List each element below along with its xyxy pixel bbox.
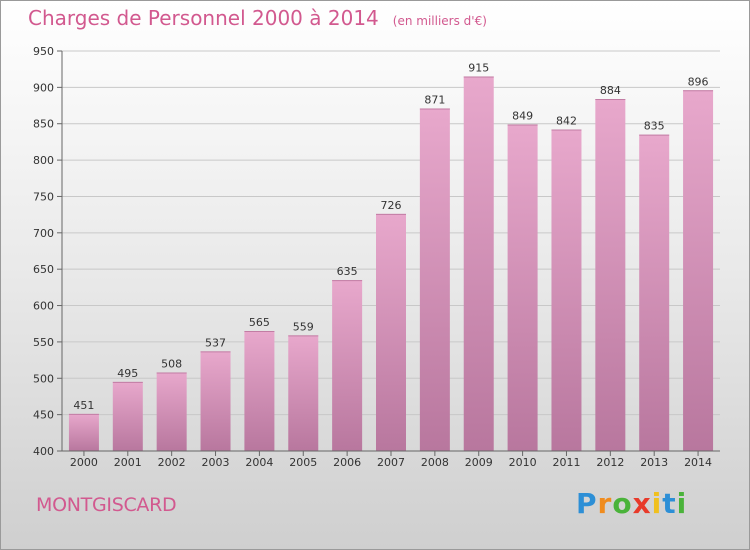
logo-letter: r [597,487,613,520]
bar-2002 [156,372,187,451]
y-tick-label: 600 [33,300,54,313]
data-label-2007: 726 [381,199,402,212]
bar-2014 [683,90,714,451]
y-tick-label: 950 [33,45,54,58]
x-tick-label-2003: 2003 [202,456,230,469]
x-tick-label-2009: 2009 [465,456,493,469]
bars [68,76,714,452]
y-tick-label: 850 [33,118,54,131]
y-tick-label: 650 [33,263,54,276]
x-tick-label-2005: 2005 [289,456,317,469]
data-label-2012: 884 [600,84,621,97]
x-tick-label-2014: 2014 [684,456,712,469]
y-tick-label: 800 [33,154,54,167]
data-label-2013: 835 [644,120,665,133]
y-tick-label: 900 [33,81,54,94]
y-tick-label: 750 [33,190,54,203]
bar-2006 [332,280,363,451]
axes: 400 450 500 550 600 650 700 750 800 850 900 950 2000… [33,45,720,469]
data-label-2001: 495 [117,367,138,380]
y-tick-label: 550 [33,336,54,349]
bar-2008 [419,108,450,452]
logo-letter: i [651,487,663,520]
bar-2001 [112,381,143,451]
x-tick-label-2008: 2008 [421,456,449,469]
data-label-2014: 896 [688,75,709,88]
chart-title: Charges de Personnel 2000 à 2014 (en mill… [28,6,487,30]
logo-letter: P [576,487,598,520]
y-tick-label: 700 [33,227,54,240]
bar-2009 [463,76,494,452]
x-tick-label-2006: 2006 [333,456,361,469]
proxiti-logo: Proxiti [576,487,687,520]
y-tick-label: 450 [33,409,54,422]
logo-letter: i [676,487,688,520]
x-tick-label-2007: 2007 [377,456,405,469]
data-label-2011: 842 [556,115,577,128]
data-label-2002: 508 [161,357,182,370]
bar-2012 [595,99,626,451]
logo-letter: o [612,487,633,520]
logo-letter: t [662,487,677,520]
bar-2011 [551,129,582,451]
x-tick-label-2004: 2004 [245,456,273,469]
x-tick-label-2001: 2001 [114,456,142,469]
x-tick-label-2010: 2010 [509,456,537,469]
bar-2004 [244,331,275,451]
data-label-2008: 871 [424,93,445,106]
x-tick-label-2002: 2002 [158,456,186,469]
x-tick-label-2013: 2013 [640,456,668,469]
labels: 451 495 508 537 565 559 635 726 871 915 849 842 884 8… [73,61,708,411]
data-label-2003: 537 [205,336,226,349]
y-tick-label: 400 [33,445,54,458]
data-label-2000: 451 [73,399,94,412]
bar-2010 [507,124,538,452]
bar-2000 [68,413,99,451]
bar-2003 [200,351,231,451]
bar-2007 [376,213,406,451]
data-label-2006: 635 [337,265,358,278]
data-label-2004: 565 [249,316,270,329]
data-label-2009: 915 [468,61,489,74]
x-tick-label-2011: 2011 [552,456,580,469]
x-tick-label-2012: 2012 [596,456,624,469]
logo-letter: x [632,487,652,520]
bar-2013 [639,134,670,452]
bar-2005 [288,335,319,451]
x-tick-label-2000: 2000 [70,456,98,469]
data-label-2010: 849 [512,109,533,122]
data-label-2005: 559 [293,320,314,333]
y-tick-label: 500 [33,372,54,385]
chart-subtitle: (en milliers d'€) [392,14,487,28]
town-name: MONTGISCARD [36,494,177,516]
